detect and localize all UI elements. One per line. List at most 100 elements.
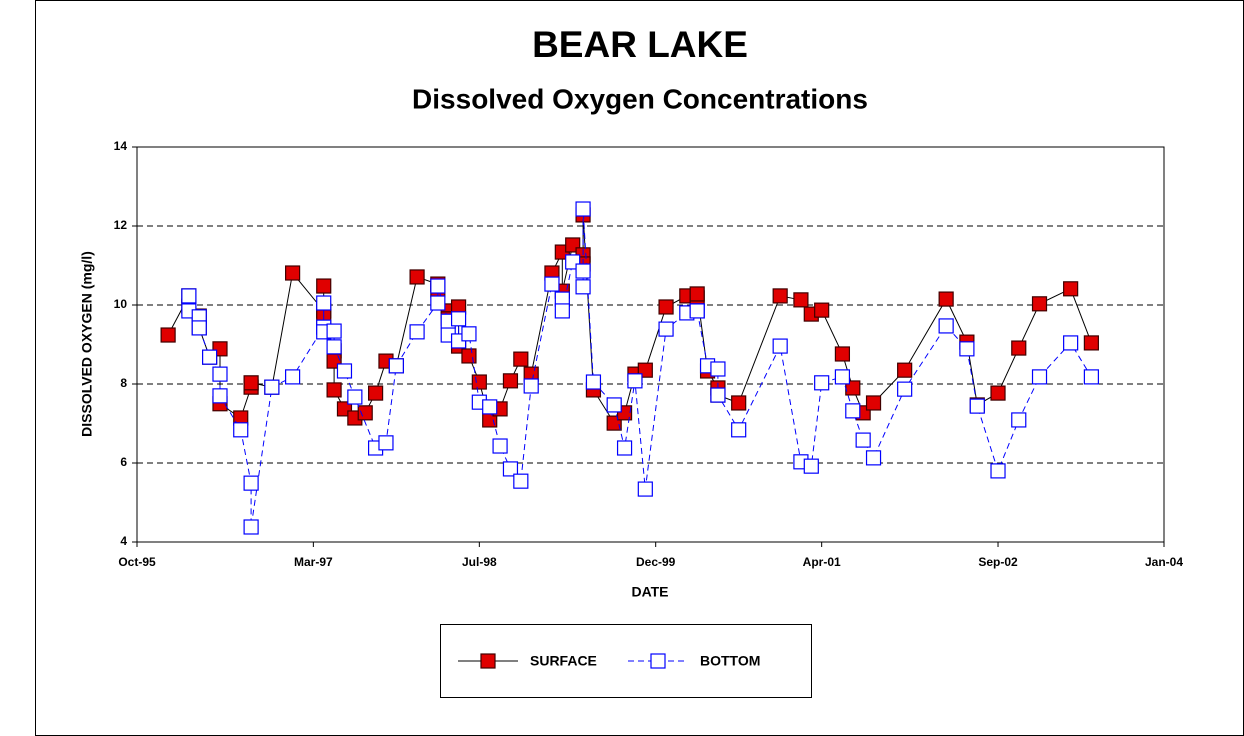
marker <box>658 321 674 337</box>
marker <box>316 278 332 294</box>
marker <box>212 366 228 382</box>
marker <box>243 375 259 391</box>
marker <box>814 375 830 391</box>
marker <box>502 373 519 389</box>
marker <box>855 432 871 448</box>
marker <box>513 473 529 489</box>
marker <box>212 388 228 404</box>
marker <box>544 276 560 292</box>
marker <box>554 303 570 319</box>
marker <box>316 295 332 311</box>
marker <box>637 481 653 497</box>
marker <box>710 387 726 403</box>
marker <box>938 291 954 307</box>
marker <box>616 440 633 456</box>
marker <box>181 288 197 304</box>
chart-subtitle: Dissolved Oxygen Concentrations <box>412 83 868 114</box>
x-tick-label: Jan-04 <box>1145 555 1183 569</box>
marker <box>367 385 384 401</box>
marker <box>1083 335 1099 351</box>
marker <box>430 278 446 294</box>
marker <box>731 422 747 438</box>
x-tick-label: Oct-95 <box>118 555 156 569</box>
marker <box>1031 296 1048 312</box>
marker <box>897 362 913 378</box>
legend-label: SURFACE <box>530 653 597 669</box>
marker <box>793 292 809 308</box>
marker <box>326 382 342 398</box>
marker <box>1063 281 1079 297</box>
marker <box>388 358 404 374</box>
marker <box>969 398 985 414</box>
x-axis-label: DATE <box>631 584 668 600</box>
marker <box>492 438 508 454</box>
marker <box>243 475 259 491</box>
y-tick-label: 14 <box>114 139 128 153</box>
marker <box>285 265 301 281</box>
marker <box>689 303 705 319</box>
marker <box>606 397 622 413</box>
marker <box>347 389 363 405</box>
marker <box>409 324 425 340</box>
marker <box>482 399 498 415</box>
marker <box>471 374 487 390</box>
marker <box>513 351 529 367</box>
marker <box>710 361 726 377</box>
marker <box>689 286 705 302</box>
marker <box>1011 340 1027 356</box>
marker <box>264 379 280 395</box>
x-tick-label: Jul-98 <box>462 555 497 569</box>
marker <box>243 519 259 535</box>
x-tick-label: Apr-01 <box>803 555 841 569</box>
marker <box>378 435 394 451</box>
plot-frame <box>136 146 1165 543</box>
y-axis-label: DISSOLVED OXYGEN (mg/l) <box>79 251 95 437</box>
x-tick-label: Sep-02 <box>978 555 1018 569</box>
marker <box>202 349 218 365</box>
marker <box>772 338 788 354</box>
marker <box>845 403 861 419</box>
marker <box>959 341 975 357</box>
marker <box>326 339 342 355</box>
y-tick-label: 6 <box>120 455 127 469</box>
marker <box>938 318 954 334</box>
marker <box>191 320 207 336</box>
legend-marker <box>480 653 496 669</box>
y-tick-label: 8 <box>120 376 127 390</box>
marker <box>285 369 301 385</box>
marker <box>523 378 539 394</box>
marker <box>357 405 373 421</box>
marker <box>430 295 446 311</box>
marker <box>990 385 1006 401</box>
marker <box>575 279 591 295</box>
marker <box>336 363 353 379</box>
marker <box>865 395 882 411</box>
marker <box>772 288 788 304</box>
marker <box>834 369 851 385</box>
marker <box>575 201 591 217</box>
marker <box>1011 412 1027 428</box>
legend-marker <box>650 653 666 669</box>
marker <box>1083 369 1099 385</box>
marker <box>834 346 851 362</box>
chart-title: BEAR LAKE <box>532 24 748 65</box>
marker <box>461 326 477 342</box>
marker <box>803 458 819 474</box>
marker <box>160 327 176 343</box>
y-tick-label: 12 <box>114 218 128 232</box>
marker <box>658 299 674 315</box>
x-tick-label: Mar-97 <box>294 555 333 569</box>
marker <box>409 269 425 285</box>
marker <box>575 263 591 279</box>
marker <box>1063 335 1079 351</box>
y-tick-label: 4 <box>120 534 127 548</box>
marker <box>865 450 882 466</box>
x-tick-label: Dec-99 <box>636 555 676 569</box>
marker <box>461 348 477 364</box>
legend-label: BOTTOM <box>700 653 760 669</box>
marker <box>897 381 913 397</box>
marker <box>585 374 602 390</box>
marker <box>450 311 467 327</box>
